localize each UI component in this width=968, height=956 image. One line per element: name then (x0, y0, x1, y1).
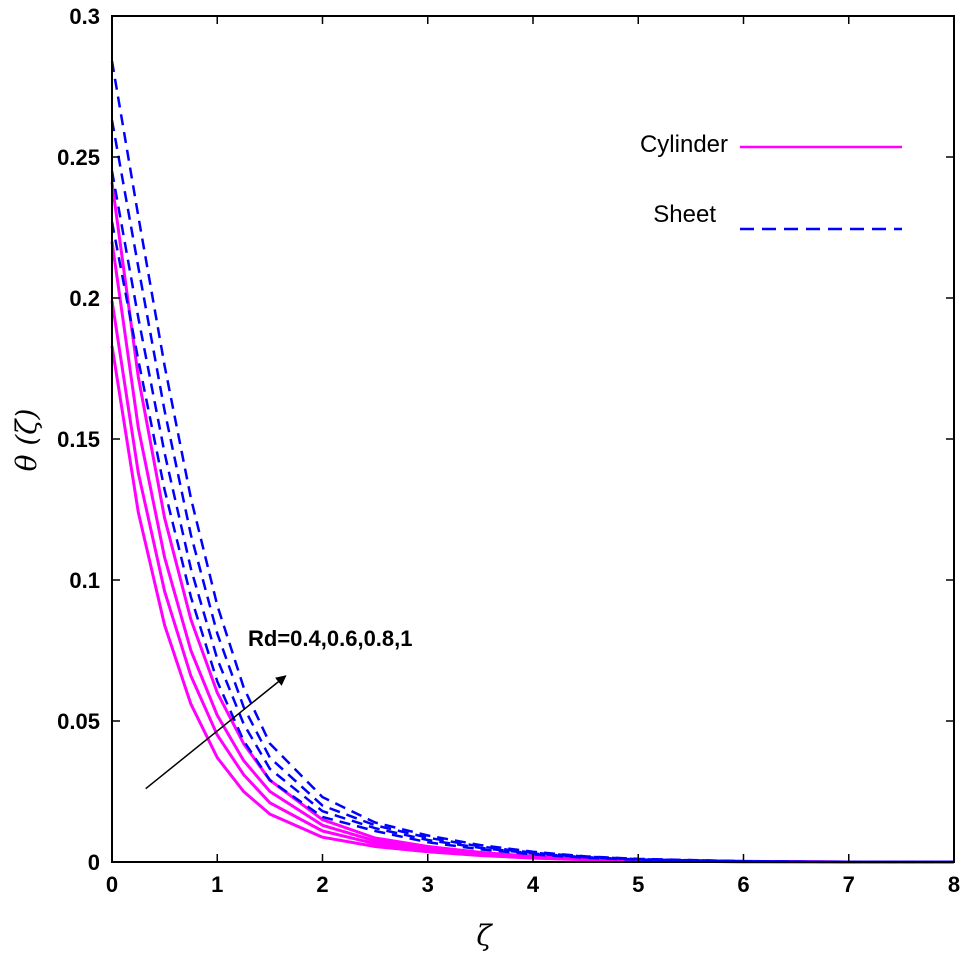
y-tick-label: 0.1 (69, 568, 100, 593)
y-axis-label: θ (ζ) (10, 409, 43, 472)
y-tick-label: 0.05 (57, 709, 100, 734)
legend: Cylinder Sheet (640, 131, 902, 231)
cylinder-curve-4 (110, 182, 954, 864)
sheet-curve-1 (110, 221, 954, 864)
cylinder-curve-2 (110, 300, 954, 864)
x-tick-label: 8 (948, 872, 960, 897)
y-tick-label: 0.15 (57, 427, 100, 452)
annotation-label: Rd=0.4,0.6,0.8,1 (248, 626, 413, 651)
annotation-arrow (145, 675, 287, 790)
x-axis-label: ζ (476, 919, 493, 952)
legend-label-cylinder: Cylinder (640, 131, 728, 158)
y-tick-label: 0.25 (57, 145, 100, 170)
x-tick-label: 1 (211, 872, 223, 897)
y-tick-label: 0.2 (69, 286, 100, 311)
annotation: Rd=0.4,0.6,0.8,1 (145, 626, 413, 790)
legend-label-sheet: Sheet (653, 201, 716, 228)
sheet-curve-4 (110, 60, 954, 864)
y-tick-label: 0 (88, 850, 100, 875)
x-tick-label: 5 (632, 872, 644, 897)
x-tick-label: 4 (527, 872, 540, 897)
sheet-curve-2 (110, 170, 954, 864)
cylinder-curve-1 (110, 345, 954, 864)
x-tick-label: 3 (422, 872, 434, 897)
x-tick-label: 2 (316, 872, 328, 897)
x-tick-label: 0 (106, 872, 118, 897)
series-layer (110, 60, 954, 864)
y-tick-label: 0.3 (69, 4, 100, 29)
ticks-layer: 0 1 2 3 4 5 6 7 8 0 0.05 0.1 0.15 0.2 0.25 0.3 (57, 4, 960, 897)
x-tick-label: 7 (843, 872, 855, 897)
x-tick-label: 6 (737, 872, 749, 897)
